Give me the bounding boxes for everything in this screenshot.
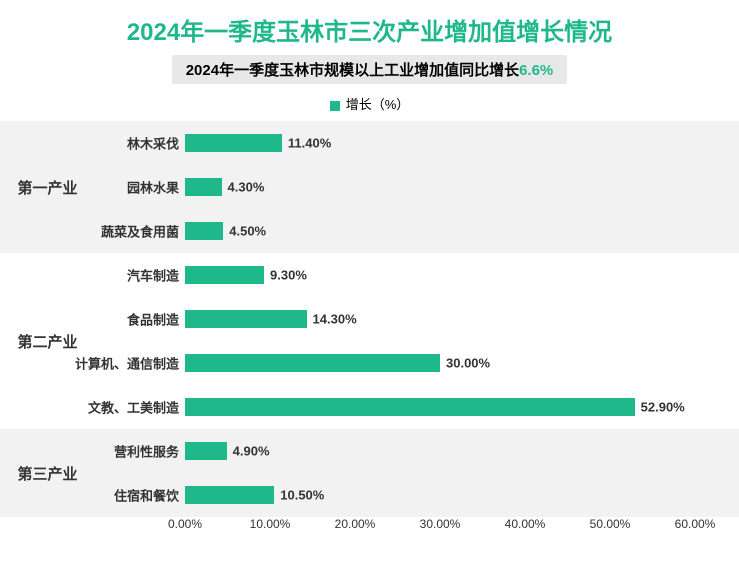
bar-value-label: 4.90%	[233, 444, 270, 459]
legend-swatch	[330, 101, 340, 111]
bar	[185, 178, 222, 196]
chart-row: 计算机、通信制造 30.00%	[0, 341, 739, 385]
bar	[185, 266, 264, 284]
x-axis-tick: 30.00%	[420, 517, 461, 531]
chart-row: 汽车制造 9.30%	[0, 253, 739, 297]
x-axis-tick: 50.00%	[590, 517, 631, 531]
chart-row: 园林水果 4.30%	[0, 165, 739, 209]
bar-value-label: 4.50%	[229, 224, 266, 239]
x-axis: 0.00%10.00%20.00%30.00%40.00%50.00%60.00…	[185, 517, 695, 537]
bar	[185, 398, 635, 416]
bar	[185, 134, 282, 152]
chart-row: 林木采伐 11.40%	[0, 121, 739, 165]
row-label: 蔬菜及食用菌	[101, 222, 179, 241]
bar	[185, 354, 440, 372]
bar	[185, 442, 227, 460]
subtitle-prefix: 2024年一季度玉林市规模以上工业增加值同比增长	[186, 62, 519, 79]
bar	[185, 222, 223, 240]
bar-track: 52.90%	[185, 398, 695, 416]
bar-value-label: 10.50%	[280, 488, 324, 503]
subtitle-wrap: 2024年一季度玉林市规模以上工业增加值同比增长6.6%	[0, 55, 739, 84]
chart-row: 文教、工美制造 52.90%	[0, 385, 739, 429]
chart-subtitle: 2024年一季度玉林市规模以上工业增加值同比增长6.6%	[172, 55, 568, 84]
subtitle-accent: 6.6%	[519, 62, 553, 79]
x-axis-tick: 0.00%	[168, 517, 202, 531]
bar-track: 11.40%	[185, 134, 695, 152]
row-label: 计算机、通信制造	[75, 354, 179, 373]
bar-track: 10.50%	[185, 486, 695, 504]
row-label: 林木采伐	[127, 134, 179, 153]
row-label: 文教、工美制造	[88, 398, 179, 417]
row-label: 食品制造	[127, 310, 179, 329]
bar-value-label: 52.90%	[641, 400, 685, 415]
bar-track: 4.90%	[185, 442, 695, 460]
bar-value-label: 14.30%	[313, 312, 357, 327]
bar-track: 14.30%	[185, 310, 695, 328]
row-label: 园林水果	[127, 178, 179, 197]
x-axis-tick: 40.00%	[505, 517, 546, 531]
bar-track: 4.50%	[185, 222, 695, 240]
bar	[185, 486, 274, 504]
bar-value-label: 11.40%	[288, 136, 331, 151]
chart-title: 2024年一季度玉林市三次产业增加值增长情况	[0, 0, 739, 47]
row-label: 营利性服务	[114, 442, 179, 461]
row-label: 住宿和餐饮	[114, 486, 179, 505]
chart-row: 营利性服务 4.90%	[0, 429, 739, 473]
chart-area: 第一产业林木采伐11.40%园林水果4.30%蔬菜及食用菌4.50%第二产业汽车…	[0, 121, 739, 541]
x-axis-tick: 10.00%	[250, 517, 291, 531]
bar-value-label: 4.30%	[228, 180, 265, 195]
chart-row: 蔬菜及食用菌 4.50%	[0, 209, 739, 253]
chart-row: 食品制造 14.30%	[0, 297, 739, 341]
bar	[185, 310, 307, 328]
x-axis-tick: 60.00%	[675, 517, 716, 531]
legend-label: 增长（%）	[346, 97, 410, 112]
bar-track: 30.00%	[185, 354, 695, 372]
bar-track: 9.30%	[185, 266, 695, 284]
bar-track: 4.30%	[185, 178, 695, 196]
legend: 增长（%）	[0, 94, 739, 113]
x-axis-tick: 20.00%	[335, 517, 376, 531]
row-label: 汽车制造	[127, 266, 179, 285]
bar-value-label: 9.30%	[270, 268, 307, 283]
chart-row: 住宿和餐饮 10.50%	[0, 473, 739, 517]
bar-value-label: 30.00%	[446, 356, 490, 371]
